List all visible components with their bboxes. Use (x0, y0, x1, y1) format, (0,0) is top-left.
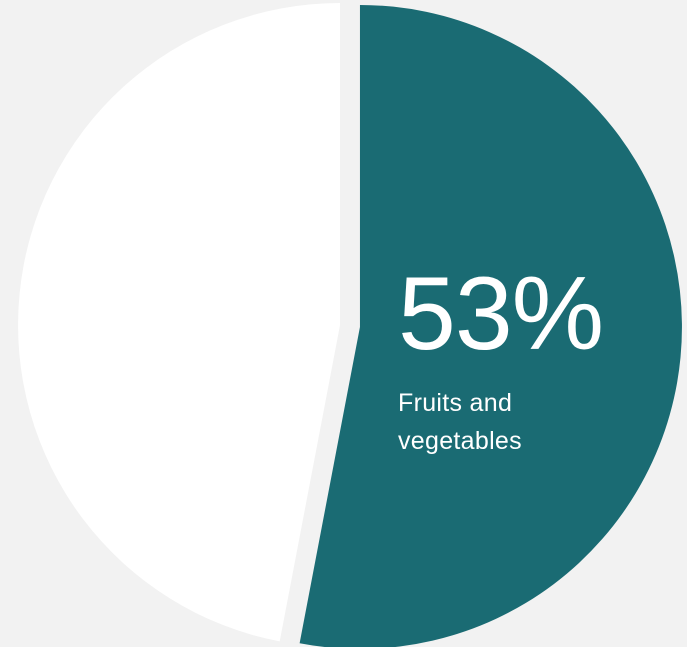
slice-label-fruits-and-vegetables: 53% Fruits and vegetables (398, 256, 604, 460)
slice-value-label: 53% (398, 256, 604, 372)
pie-slice-other (18, 3, 341, 642)
pie-slice-fruits-and-vegetables (299, 4, 682, 647)
slice-name-label: Fruits and vegetables (398, 389, 522, 455)
